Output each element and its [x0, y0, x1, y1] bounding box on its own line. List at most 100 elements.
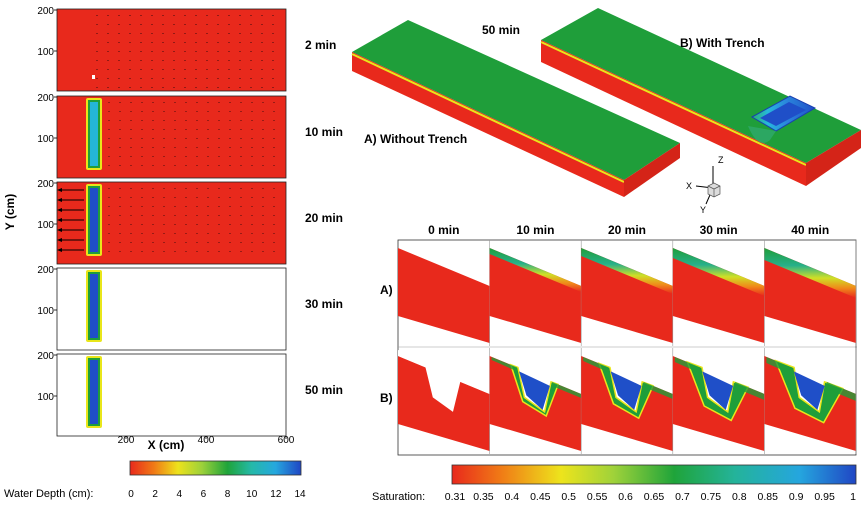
flow-vector: [173, 60, 175, 61]
flow-vector: [251, 251, 253, 252]
flow-vector: [229, 251, 231, 252]
flow-vector: [151, 51, 153, 52]
flow-vector: [262, 188, 264, 189]
flow-vector: [239, 78, 241, 79]
flow-vector: [240, 147, 242, 148]
flow-vector: [108, 197, 110, 198]
flow-vector: [261, 24, 263, 25]
saturation-tick-label: 0.95: [814, 491, 835, 503]
flow-vector: [207, 197, 209, 198]
label-with-trench: B) With Trench: [680, 36, 765, 50]
flow-vector: [119, 206, 121, 207]
flow-vector: [240, 129, 242, 130]
flow-vector: [207, 120, 209, 121]
flow-vector: [118, 60, 120, 61]
flow-vector: [195, 69, 197, 70]
cell-b-3: [672, 348, 765, 454]
flow-vector: [196, 188, 198, 189]
y-tick-label: 200: [37, 265, 54, 276]
flow-vector: [96, 69, 98, 70]
flow-vector: [250, 24, 252, 25]
flow-vector: [130, 233, 132, 234]
flow-vector: [96, 42, 98, 43]
panel-frame: [56, 8, 287, 92]
flow-vector: [107, 42, 109, 43]
flow-vector: [151, 60, 153, 61]
flow-vector: [239, 51, 241, 52]
flow-vector: [140, 24, 142, 25]
flow-vector: [273, 242, 275, 243]
flow-vector: [141, 215, 143, 216]
flow-vector: [240, 188, 242, 189]
flow-vector: [240, 242, 242, 243]
depth-panel-5: 200 100 50 min: [37, 351, 343, 437]
flow-vector: [229, 102, 231, 103]
surface-wetting: [766, 357, 792, 375]
flow-vector: [152, 156, 154, 157]
flow-vector: [251, 165, 253, 166]
flow-vector: [262, 242, 264, 243]
flow-vector: [185, 129, 187, 130]
flow-vector: [151, 33, 153, 34]
saturation-legend: Saturation: 0.31 0.35 0.4 0.45 0.5 0.55 0.6 0.6…: [372, 464, 857, 503]
flow-vector: [141, 206, 143, 207]
flow-vector: [185, 233, 187, 234]
flow-vector: [152, 224, 154, 225]
flow-vector: [163, 120, 165, 121]
flow-vector: [130, 129, 132, 130]
flow-vector: [251, 102, 253, 103]
surface-wetting: [583, 357, 609, 373]
flow-vector: [273, 165, 275, 166]
panel-time-label: 20 min: [305, 211, 343, 225]
flow-vector: [195, 15, 197, 16]
flow-vector: [152, 102, 154, 103]
flow-vector: [195, 87, 197, 88]
flow-vector: [118, 15, 120, 16]
flow-vector: [262, 251, 264, 252]
flow-vector: [108, 102, 110, 103]
flow-vector: [174, 147, 176, 148]
flow-vector: [250, 78, 252, 79]
flow-vector: [173, 24, 175, 25]
flow-vector: [141, 224, 143, 225]
flow-vector: [152, 111, 154, 112]
flow-vector: [119, 165, 121, 166]
flow-vector: [130, 224, 132, 225]
flow-vector: [141, 111, 143, 112]
flow-vector: [228, 33, 230, 34]
flow-vector: [118, 24, 120, 25]
saturation-tick-label: 0.8: [732, 491, 747, 503]
flow-vector: [196, 215, 198, 216]
flow-vector: [218, 197, 220, 198]
flow-vector: [261, 51, 263, 52]
flow-vector: [273, 188, 275, 189]
flow-arrow-head: [57, 198, 62, 202]
trench-wetting-zone: [597, 362, 655, 420]
flow-vector: [119, 138, 121, 139]
flow-vector: [162, 69, 164, 70]
column-label: 40 min: [791, 223, 829, 237]
flow-vector: [229, 233, 231, 234]
flow-vector: [195, 78, 197, 79]
flow-vector: [229, 197, 231, 198]
water-depth-panels: 200 100 2 min 200 100 10 min 200 100 20 min 200 10…: [37, 6, 343, 446]
flow-vector: [151, 78, 153, 79]
flow-vector: [152, 120, 154, 121]
flow-vector: [228, 15, 230, 16]
flow-vector: [140, 87, 142, 88]
x-tick-label: 600: [278, 435, 295, 446]
flow-vector: [130, 251, 132, 252]
flow-vector: [173, 33, 175, 34]
flow-vector: [163, 242, 165, 243]
flow-vector: [108, 206, 110, 207]
flow-vector: [151, 69, 153, 70]
flow-vector: [251, 156, 253, 157]
flow-vector: [174, 120, 176, 121]
flow-vector: [228, 51, 230, 52]
flow-vector: [229, 188, 231, 189]
flow-vector: [206, 60, 208, 61]
flow-vector: [108, 111, 110, 112]
flow-vector: [185, 224, 187, 225]
y-tick-label: 100: [37, 134, 54, 145]
